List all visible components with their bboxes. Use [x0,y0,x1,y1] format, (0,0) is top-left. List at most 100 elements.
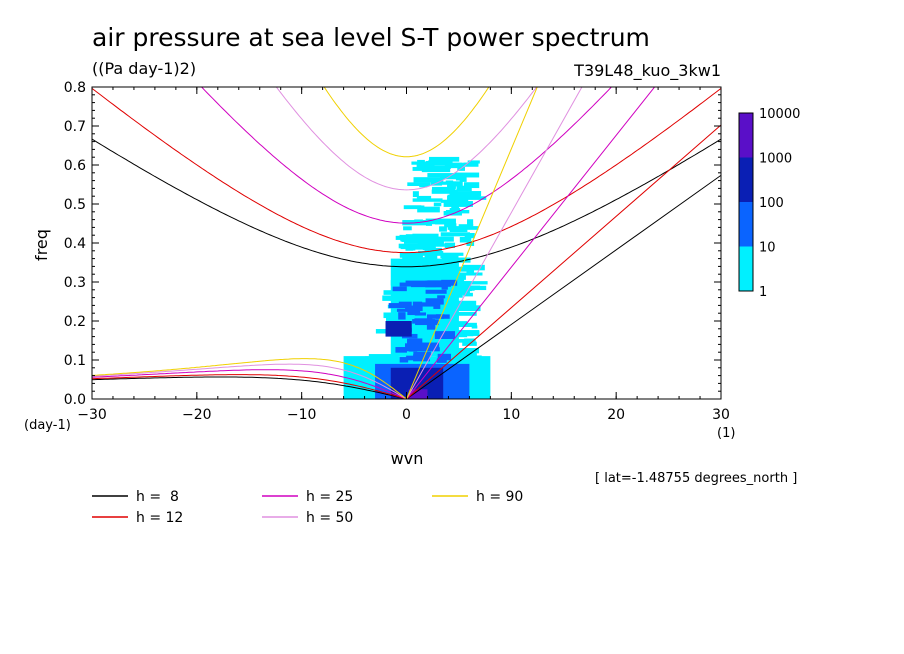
spectrum-cell [403,239,435,244]
spectrum-cell [455,287,472,292]
colorbar: 10000 1000 100 10 1 [738,107,800,300]
spectrum-cell [441,282,448,290]
spectrum-cell [467,160,480,164]
spectrum-cell [442,159,449,165]
curve-rossby-h12 [92,374,407,399]
spectrum-cell [425,347,440,352]
spectrum-cell [419,183,428,188]
curve-ig-h12 [92,87,721,254]
spectrum-cell [429,156,460,162]
spectrum-cell [447,183,456,189]
curve-rossby-h50 [92,363,407,399]
spectrum-cell [451,300,477,306]
colorbar-label: 10000 [759,107,800,122]
x-tick-label: −20 [182,407,212,423]
spectrum-cell [433,302,441,309]
legend-label: h = 12 [136,510,183,526]
spectrum-cell [427,173,455,178]
spectrum-cell [456,185,472,192]
spectrum-cell [444,162,463,168]
spectrum-cell [403,226,412,231]
spectrum-cell [442,252,464,256]
y-unit-label: (day-1) [24,418,71,433]
spectrum-cell [435,181,451,185]
curve-rossby-h8 [92,376,407,399]
spectrum-cell [449,227,468,233]
colorbar-swatch [739,157,753,202]
spectrum-cell [454,191,482,197]
legend-label: h = 50 [306,510,353,526]
y-axis-label: freq [32,229,51,261]
y-tick-label: 0.6 [64,158,86,174]
spectrum-cell [426,324,436,330]
spectrum-cell [412,191,419,198]
spectrum-cell [425,218,456,225]
curve-ig-h8 [92,138,721,268]
spectrum-cell [399,357,409,363]
spectrum-cell [431,161,440,166]
spectrum-cell [411,161,439,165]
spectrum-cell [454,172,480,178]
curve-ig-h90 [323,87,490,158]
y-tick-label: 0.5 [64,197,86,213]
spectrum-cell [414,312,427,316]
spectrum-cell [392,286,407,292]
curve-rossby-h25 [92,369,407,399]
y-tick-label: 0.4 [64,236,86,252]
spectrum-cell [385,316,393,322]
spectrum-cell [407,182,431,186]
spectrum-cell [447,194,471,200]
spectrum-cell [440,232,470,237]
x-tick-label: 30 [712,407,730,423]
spectrum-cell [455,338,473,343]
spectrum-cell [466,241,475,246]
spectrum-cell [463,162,475,167]
spectrum-cell [425,167,450,173]
experiment-label: T39L48_kuo_3kw1 [573,61,721,81]
spectrum-cell [466,268,475,274]
curve-kelvin-h50 [406,87,583,399]
spectrum-cell [408,389,428,399]
spectrum-cell [398,312,406,320]
chart-title: air pressure at sea level S-T power spec… [92,23,650,52]
spectrum-cell [407,310,421,316]
spectrum-cell [395,235,414,240]
spectrum-cell [463,292,473,297]
spectrum-cell [437,295,446,299]
curve-kelvin-h8 [406,174,721,399]
colorbar-label: 1 [759,285,767,300]
spectrum-cell [464,338,476,344]
spectrum-cell [450,281,471,287]
y-tick-label: 0.3 [64,275,86,291]
spectrum-cell [444,242,456,249]
spectrum-cell [416,195,432,201]
spectrum-cell [428,159,453,166]
y-tick-label: 0.8 [64,80,86,96]
spectrum-cell [436,358,447,363]
spectrum-cell [437,353,452,361]
spectrum-cell [406,244,433,250]
spectrum-cell [413,351,431,356]
x-unit-label: (1) [717,426,735,441]
axis-ticks: −30 −20 −10 0 10 20 30 0.0 0.1 0.2 0.3 0.4 0.5 0.6 0.7… [64,80,730,423]
x-tick-label: 10 [502,407,520,423]
spectrum-cell [441,279,458,286]
spectrum-cell [412,198,443,202]
spectrum-cell [465,351,477,357]
dispersion-curves [92,87,721,399]
colorbar-label: 100 [759,196,784,211]
spectrum-cell [425,298,444,305]
spectrum-cell [471,325,478,329]
spectrum-cell [405,305,423,312]
legend-label: h = 8 [136,489,179,505]
curve-ig-h50 [275,87,538,191]
spectrum-cell [413,177,444,183]
spectrum-cell [403,237,427,241]
spectrum-cell [405,280,430,286]
spectrum-cell [433,202,442,207]
spectrum-cell [425,289,447,294]
spectrum-cell [461,196,487,200]
spectrum-cell [467,219,474,225]
spectrum-cell [416,163,435,170]
spectrum-cell [443,201,473,207]
